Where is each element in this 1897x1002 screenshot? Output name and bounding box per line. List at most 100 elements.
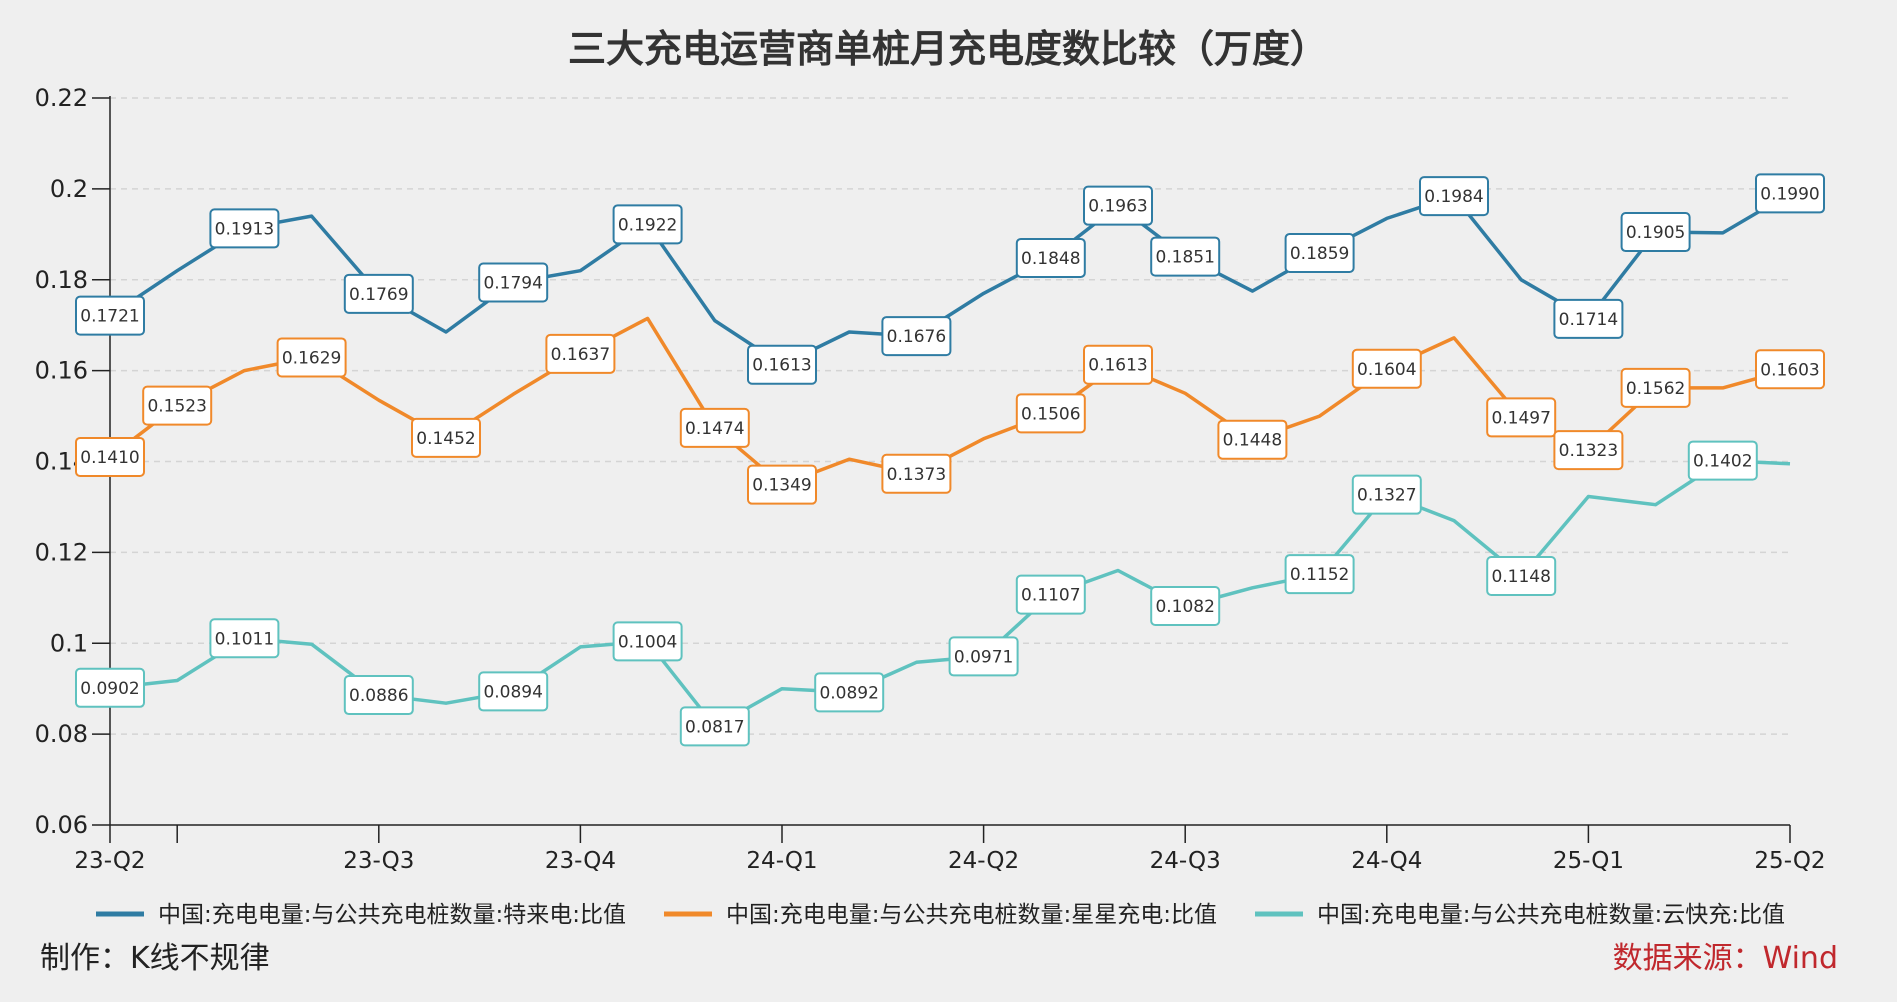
data-label-box <box>679 706 750 747</box>
data-label: 0.0902 <box>75 667 145 708</box>
data-label-box <box>881 316 952 357</box>
y-tick-label: 0.2 <box>50 175 88 203</box>
data-label-text: 0.1148 <box>1491 567 1550 587</box>
data-label-box <box>1553 430 1624 471</box>
x-tick-label: 24-Q4 <box>1351 848 1422 874</box>
data-label-box <box>814 672 885 713</box>
y-tick-label: 0.06 <box>35 811 88 839</box>
data-label-box <box>1620 367 1691 408</box>
x-tick-label: 23-Q3 <box>343 848 414 874</box>
data-label-box <box>1083 344 1153 385</box>
data-label-text: 0.1152 <box>1290 565 1349 585</box>
legend-item-1: 中国:充电电量:与公共充电桩数量:特来电:比值 <box>96 902 626 928</box>
data-label: 0.1963 <box>1083 185 1153 226</box>
data-label-box <box>1486 556 1557 597</box>
data-label-box <box>75 295 145 336</box>
data-label-box <box>747 344 817 385</box>
data-label-box <box>75 436 145 477</box>
data-label: 0.1562 <box>1620 367 1691 408</box>
legend-label: 中国:充电电量:与公共充电桩数量:星星充电:比值 <box>726 902 1217 928</box>
data-label: 0.1613 <box>747 344 817 385</box>
data-label: 0.1922 <box>612 204 683 245</box>
data-label: 0.1637 <box>545 333 616 374</box>
data-label-text: 0.1851 <box>1155 248 1214 268</box>
data-label-text: 0.1963 <box>1088 197 1147 217</box>
data-label-box <box>1284 554 1355 595</box>
data-label: 0.1373 <box>881 453 952 494</box>
data-label-box <box>75 667 145 708</box>
data-label: 0.1905 <box>1620 212 1691 253</box>
data-label-box <box>478 671 549 712</box>
data-label-text: 0.1474 <box>685 419 744 439</box>
data-label: 0.1452 <box>411 417 481 458</box>
data-label: 0.1604 <box>1351 348 1422 389</box>
data-label-text: 0.1859 <box>1290 244 1349 264</box>
data-label: 0.0817 <box>679 706 750 747</box>
data-label: 0.1603 <box>1755 349 1825 390</box>
y-tick-label: 0.12 <box>35 538 88 566</box>
data-label-text: 0.1323 <box>1559 441 1618 461</box>
data-source: 数据来源：Wind <box>1613 941 1838 976</box>
legend-item-2: 中国:充电电量:与公共充电桩数量:星星充电:比值 <box>664 902 1217 928</box>
data-label: 0.1448 <box>1217 419 1288 460</box>
data-label-text: 0.1984 <box>1424 187 1483 207</box>
data-label: 0.1107 <box>1015 574 1086 615</box>
data-label-text: 0.1637 <box>551 345 610 365</box>
data-label-text: 0.1452 <box>416 429 475 449</box>
data-label: 0.0886 <box>343 675 414 716</box>
y-tick-label: 0.22 <box>35 84 88 112</box>
data-label: 0.0971 <box>948 636 1019 677</box>
data-label-text: 0.1349 <box>752 476 811 496</box>
data-label-box <box>478 262 549 303</box>
data-label-text: 0.1004 <box>618 632 677 652</box>
data-label-box <box>612 204 683 245</box>
data-label: 0.1497 <box>1486 397 1557 438</box>
data-label-box <box>881 453 952 494</box>
data-label-text: 0.1402 <box>1693 452 1752 472</box>
data-label: 0.1523 <box>142 385 213 426</box>
data-label-box <box>747 464 817 505</box>
data-label-text: 0.1011 <box>215 629 274 649</box>
data-label: 0.1327 <box>1351 474 1422 515</box>
y-tick-label: 0.18 <box>35 266 88 294</box>
data-label-text: 0.1497 <box>1491 408 1550 428</box>
data-label-box <box>1351 474 1422 515</box>
data-label-box <box>1687 440 1758 481</box>
data-label-text: 0.1523 <box>147 397 206 417</box>
x-tick-label: 24-Q1 <box>746 848 817 874</box>
y-tick-label: 0.08 <box>35 720 88 748</box>
data-label-box <box>1015 237 1086 278</box>
data-label: 0.1990 <box>1755 173 1825 214</box>
data-label: 0.1402 <box>1687 440 1758 481</box>
author-credit: 制作：K线不规律 <box>40 941 270 976</box>
data-label-box <box>948 636 1019 677</box>
data-label: 0.1676 <box>881 316 952 357</box>
data-label: 0.1984 <box>1419 176 1489 217</box>
data-label: 0.1769 <box>343 273 414 314</box>
data-label: 0.1474 <box>679 407 750 448</box>
data-label-box <box>1755 173 1825 214</box>
data-label-text: 0.1373 <box>887 465 946 485</box>
data-label: 0.1859 <box>1284 232 1355 273</box>
data-label-text: 0.1603 <box>1760 360 1819 380</box>
data-label-text: 0.0817 <box>685 717 744 737</box>
data-label: 0.1148 <box>1486 556 1557 597</box>
y-tick-label: 0.16 <box>35 357 88 385</box>
chart-title: 三大充电运营商单桩月充电度数比较（万度） <box>568 27 1328 71</box>
data-label-text: 0.1613 <box>752 356 811 376</box>
data-label-text: 0.1327 <box>1357 486 1416 506</box>
data-label-text: 0.0971 <box>954 647 1013 667</box>
data-label-text: 0.1990 <box>1760 184 1819 204</box>
data-label-text: 0.1922 <box>618 215 677 235</box>
data-label-box <box>679 407 750 448</box>
data-label-box <box>1284 232 1355 273</box>
data-label-text: 0.1848 <box>1021 249 1080 269</box>
data-label: 0.0892 <box>814 672 885 713</box>
data-label-text: 0.1629 <box>282 348 341 368</box>
data-label-box <box>343 675 414 716</box>
x-tick-label: 23-Q4 <box>545 848 616 874</box>
data-label-box <box>343 273 414 314</box>
data-label-text: 0.1769 <box>349 285 408 305</box>
data-label-box <box>612 621 683 662</box>
data-label: 0.1629 <box>276 337 347 378</box>
